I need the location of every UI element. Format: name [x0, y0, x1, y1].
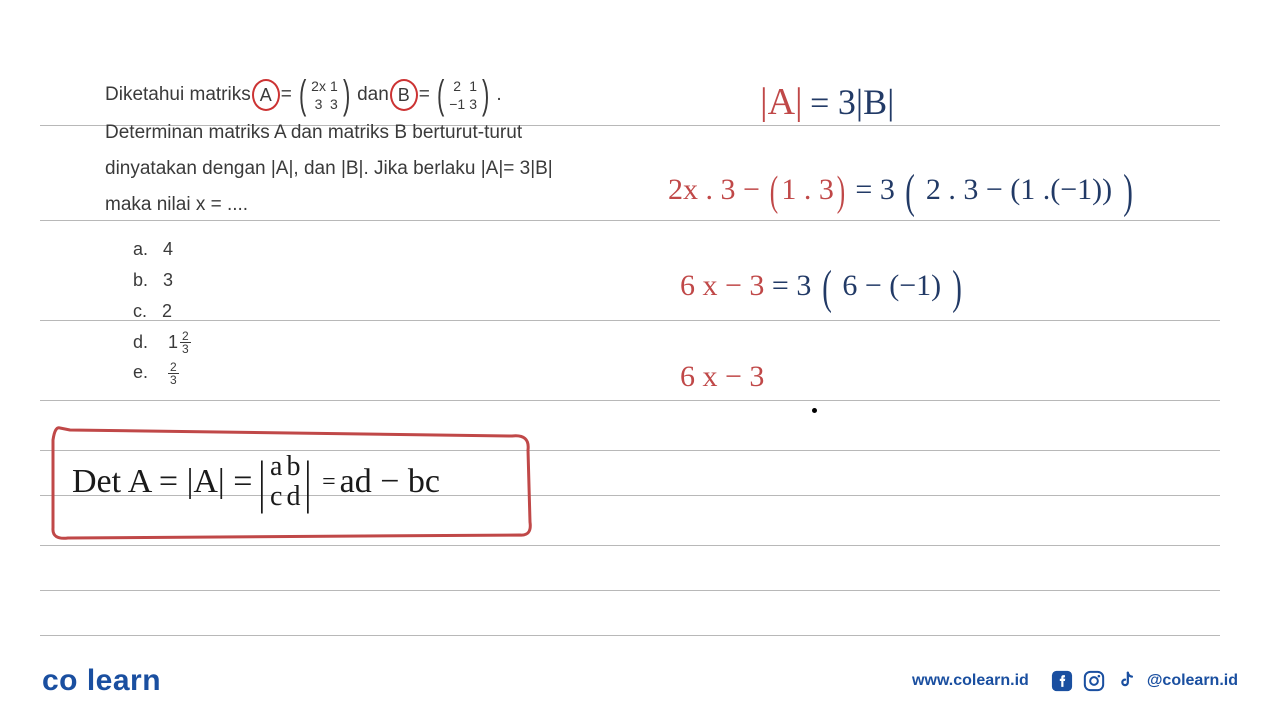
- problem-line1: Diketahui matriks A = ( 2x3 13 ) dan B =…: [105, 75, 585, 115]
- option-e: e. 23: [133, 358, 585, 387]
- formula-text: Det A = |A| = | ac bd | = ad − bc: [72, 452, 440, 512]
- matrix-B: ( 2−1 13 ): [434, 75, 492, 115]
- page-root: Diketahui matriks A = ( 2x3 13 ) dan B =…: [0, 0, 1280, 720]
- hw-eq4: 6 x − 3: [680, 360, 764, 394]
- ink-dot: [812, 408, 817, 413]
- problem-mid: dan: [357, 77, 389, 113]
- footer-socials: @colearn.id: [1051, 670, 1238, 692]
- problem-line3: dinyatakan dengan |A|, dan |B|. Jika ber…: [105, 151, 585, 187]
- answer-options: a. 4 b. 3 c. 2 d. 1 23 e. 23: [133, 235, 585, 387]
- problem-suffix: .: [496, 77, 501, 113]
- eq-sign-1: =: [281, 77, 292, 113]
- hw-eq3: 6 x − 3 = 3 ( 6 − (−1) ): [680, 268, 965, 308]
- brand-logo: co learn: [42, 664, 161, 698]
- option-a: a. 4: [133, 235, 585, 264]
- instagram-icon: [1083, 670, 1105, 692]
- option-c: c. 2: [133, 297, 585, 326]
- footer-url: www.colearn.id: [912, 672, 1029, 690]
- circled-B: B: [390, 79, 418, 111]
- problem-line4: maka nilai x = ....: [105, 187, 585, 223]
- facebook-icon: [1051, 670, 1073, 692]
- eq-sign-2: =: [419, 77, 430, 113]
- circled-A: A: [252, 79, 280, 111]
- footer: co learn www.colearn.id @colearn.id: [42, 664, 1238, 698]
- matrix-A: ( 2x3 13 ): [296, 75, 353, 115]
- problem-line2: Determinan matriks A dan matriks B bertu…: [105, 115, 585, 151]
- footer-right: www.colearn.id @colearn.id: [912, 670, 1238, 692]
- problem-block: Diketahui matriks A = ( 2x3 13 ) dan B =…: [105, 75, 585, 389]
- problem-prefix: Diketahui matriks: [105, 77, 251, 113]
- footer-handle: @colearn.id: [1147, 672, 1238, 690]
- formula-box: Det A = |A| = | ac bd | = ad − bc: [50, 420, 530, 550]
- option-b: b. 3: [133, 266, 585, 295]
- option-d: d. 1 23: [133, 328, 585, 357]
- hw-eq2: 2x . 3 − (1 . 3) = 3 ( 2 . 3 − (1 .(−1))…: [668, 172, 1136, 212]
- hw-eq1: |A| = 3|B|: [760, 80, 894, 124]
- tiktok-icon: [1115, 670, 1137, 692]
